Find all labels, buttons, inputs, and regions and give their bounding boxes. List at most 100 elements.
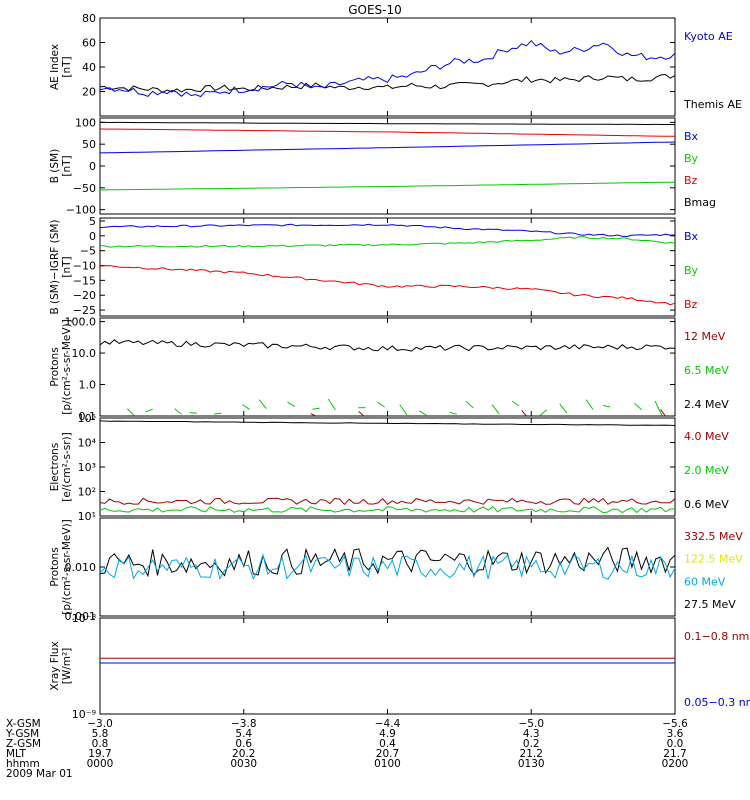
x-row-label: MLT (6, 748, 26, 760)
y-axis-label: [W/m²] (61, 648, 73, 685)
series-p-27-5mev (99, 546, 676, 578)
panel-electrons: 10⁵ 10⁴ 10³ 10² 10¹ Electrons [e/(cm²-s-sr)] 4.… (49, 412, 729, 523)
x-row-label: Y-GSM (5, 728, 39, 740)
series-p-6-5mev (539, 409, 548, 417)
panel-bsm: −100 −50 0 50 100 B (SM) [nT] Bx By Bz Bmag (49, 116, 716, 216)
y-axis-label: [nT] (61, 56, 73, 77)
x-row-value: 0030 (230, 758, 257, 770)
series-by (99, 181, 676, 191)
series-e-2-0mev (99, 506, 676, 514)
x-row-value: 0130 (518, 758, 545, 770)
series-p-6-5mev (449, 411, 457, 415)
y-tick-label: 10⁻⁹ (72, 708, 96, 721)
series-p-6-5mev (377, 401, 386, 408)
x-row-value: 3.6 (667, 728, 684, 740)
x-row-value: 19.7 (88, 748, 111, 760)
panel-protons2: 0.010 0.001 Protons [p/(cm²-s-sr-MeV)] 332.5… (49, 517, 743, 623)
series-p-6-5mev (327, 398, 336, 411)
series-p-6-5mev (242, 404, 250, 410)
y-tick-label: 10⁵ (78, 412, 96, 425)
plot-title: GOES-10 (348, 3, 402, 17)
y-tick-label: 10⁻⁸ (72, 612, 97, 625)
panel-frame (99, 17, 676, 117)
y-tick-label: 0.010 (65, 561, 97, 574)
y-axis-label: [nT] (61, 256, 73, 277)
panel-frame (99, 317, 676, 417)
x-row-value: 0100 (374, 758, 401, 770)
panel-bigrf: 5 0 −5 −10−15 −20 −25 B (SM)−IGRF (SM) [nT] Bx By… (49, 215, 699, 317)
series-p-6-5mev (258, 399, 267, 409)
legend-entry: 60 MeV (684, 575, 726, 588)
x-row-value: −5.6 (662, 718, 688, 730)
y-tick-label: −50 (73, 182, 96, 195)
legend-entry: Bz (684, 174, 698, 187)
series-p-60mev (99, 552, 676, 580)
x-row-value: 5.4 (235, 728, 252, 740)
series-kyoto-ae (99, 39, 676, 98)
panel-frame (99, 517, 676, 617)
y-tick-label: 10.0 (72, 347, 97, 360)
x-row-value: 4.9 (379, 728, 396, 740)
y-tick-label: 40 (82, 61, 96, 74)
series-p-6-5mev (511, 400, 520, 407)
series-p-6-5mev (174, 408, 182, 415)
legend-entry: Themis AE (683, 98, 742, 111)
y-tick-label: 50 (82, 138, 96, 151)
series-p-6-5mev (189, 411, 197, 414)
y-tick-label: 60 (82, 37, 96, 50)
series-p-6-5mev (654, 400, 663, 416)
y-tick-label: −100 (66, 204, 96, 217)
y-tick-label: 100 (75, 116, 96, 129)
x-row-label: hhmm (6, 758, 40, 770)
x-row-value: 0.6 (235, 738, 252, 750)
series-p-6-5mev (312, 407, 320, 410)
x-row-value: 21.7 (663, 748, 686, 760)
series-p-12mev (660, 409, 666, 417)
series-p-6-5mev (287, 401, 295, 407)
legend-entry: 27.5 MeV (684, 598, 736, 611)
x-row-value: 0.4 (379, 738, 396, 750)
x-row-value: 0000 (87, 758, 114, 770)
series-p-6-5mev (634, 402, 642, 411)
panel-frame (99, 417, 676, 517)
x-row-value: 0200 (662, 758, 689, 770)
y-tick-label: 80 (82, 12, 96, 25)
series-e-0-6mev (99, 420, 676, 426)
y-tick-label: 0.001 (65, 610, 97, 623)
series-bmag (99, 121, 676, 126)
series-igrf-bz (99, 265, 676, 306)
y-tick-label: 0.1 (79, 410, 97, 423)
panel-protons1: 100.0 10.0 1.0 0.1 Protons [p/(cm²-s-sr-MeV)]… (49, 316, 729, 423)
y-tick-label: 10³ (78, 461, 96, 474)
y-axis-label: B (SM)−IGRF (SM) (49, 219, 61, 314)
legend-entry: 2.4 MeV (684, 398, 729, 411)
series-p-6-5mev (145, 408, 153, 413)
y-axis-label: Protons (49, 347, 61, 386)
series-p-6-5mev (399, 404, 408, 416)
series-igrf-by (99, 236, 676, 248)
y-axis-label: Electrons (49, 443, 61, 492)
x-row-label: Z-GSM (6, 738, 41, 750)
legend-entry: 332.5 MeV (684, 530, 743, 543)
legend-entry: 12 MeV (684, 330, 726, 343)
y-tick-label: 100.0 (65, 316, 97, 329)
legend-entry: By (684, 264, 699, 277)
y-axis-label: [nT] (61, 155, 73, 176)
legend-entry: 0.6 MeV (684, 498, 729, 511)
x-row-value: −3.8 (231, 718, 257, 730)
y-axis-label: B (SM) (49, 149, 61, 183)
legend-entry: 6.5 MeV (684, 364, 729, 377)
x-row-value: −5.0 (519, 718, 545, 730)
x-row-value: −4.4 (375, 718, 401, 730)
legend-entry: Kyoto AE (684, 30, 733, 43)
series-p-6-5mev (465, 400, 474, 409)
series-p-12mev (310, 413, 316, 417)
y-tick-label: 20 (82, 86, 96, 99)
series-bx (99, 141, 676, 154)
y-axis-label: [e/(cm²-s-sr)] (61, 432, 73, 501)
x-row-value: 21.2 (520, 748, 543, 760)
legend-entry: Bx (684, 130, 699, 143)
series-p-6-5mev (491, 404, 500, 415)
legend-entry: Bmag (684, 196, 716, 209)
